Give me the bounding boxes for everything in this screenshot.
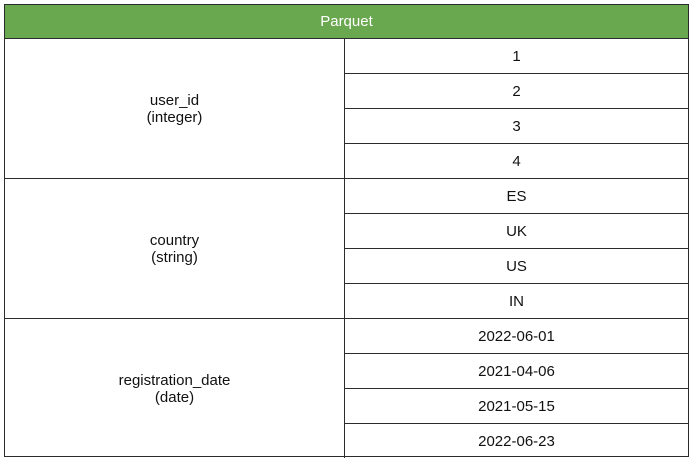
column-name-cell: user_id (integer) bbox=[5, 39, 345, 178]
column-group-registration-date: registration_date (date) 2022-06-01 2021… bbox=[5, 319, 688, 458]
column-name: user_id bbox=[149, 91, 200, 109]
column-type: (string) bbox=[151, 248, 198, 266]
table-header: Parquet bbox=[5, 5, 688, 39]
column-group-country: country (string) ES UK US IN bbox=[5, 179, 688, 319]
column-values: ES UK US IN bbox=[345, 179, 688, 318]
column-type: (date) bbox=[154, 388, 195, 406]
value-cell: 1 bbox=[345, 39, 688, 74]
value-cell: 2022-06-01 bbox=[345, 319, 688, 354]
column-values: 2022-06-01 2021-04-06 2021-05-15 2022-06… bbox=[345, 319, 688, 458]
value-cell: 3 bbox=[345, 109, 688, 144]
value-cell: 2021-04-06 bbox=[345, 354, 688, 389]
column-name: registration_date bbox=[118, 371, 231, 389]
value-cell: 2 bbox=[345, 74, 688, 109]
value-cell: 4 bbox=[512, 152, 521, 170]
value-cell: 2021-05-15 bbox=[345, 389, 688, 424]
column-name-cell: registration_date (date) bbox=[5, 319, 345, 458]
value-cell: IN bbox=[509, 292, 524, 310]
value-cell: UK bbox=[345, 214, 688, 249]
column-name: country bbox=[149, 231, 200, 249]
value-cell: US bbox=[345, 249, 688, 284]
column-type: (integer) bbox=[146, 108, 203, 126]
value-cell: ES bbox=[345, 179, 688, 214]
table-title: Parquet bbox=[320, 13, 373, 30]
value-cell: 2022-06-23 bbox=[478, 432, 555, 450]
column-group-user-id: user_id (integer) 1 2 3 4 bbox=[5, 39, 688, 179]
parquet-table: Parquet user_id (integer) 1 2 3 4 countr… bbox=[4, 4, 689, 458]
column-values: 1 2 3 4 bbox=[345, 39, 688, 178]
column-name-cell: country (string) bbox=[5, 179, 345, 318]
